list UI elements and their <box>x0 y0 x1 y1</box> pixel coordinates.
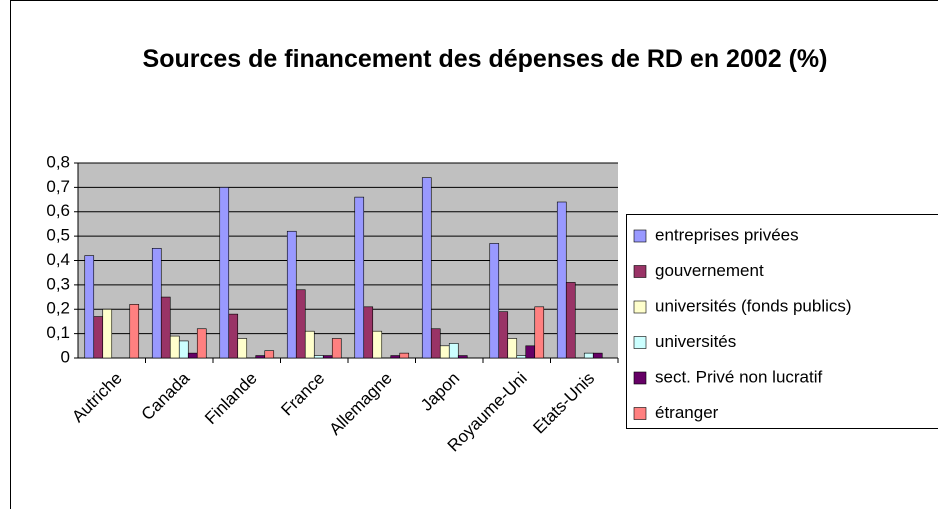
bar <box>151 248 162 359</box>
bar <box>84 255 95 359</box>
bar <box>390 355 401 359</box>
bar <box>237 338 248 359</box>
bar <box>534 306 545 359</box>
bar <box>219 187 230 359</box>
bar <box>228 313 239 359</box>
y-tick-label: 0 <box>61 347 70 366</box>
bar <box>399 352 410 359</box>
bar <box>102 308 113 359</box>
bar <box>255 355 266 359</box>
y-tick-label: 0,1 <box>46 323 70 342</box>
bar <box>430 328 441 359</box>
legend-swatch <box>633 407 647 420</box>
bar <box>322 355 333 359</box>
bar <box>363 306 374 359</box>
bar <box>196 328 207 359</box>
bar <box>313 355 324 359</box>
legend-label: universités <box>655 332 736 351</box>
bar <box>169 335 180 359</box>
y-tick-label: 0,3 <box>46 274 70 293</box>
bar <box>421 177 432 359</box>
bar <box>565 282 576 359</box>
bar <box>583 352 594 359</box>
bar <box>439 345 450 359</box>
bar <box>93 316 104 359</box>
y-tick-label: 0,8 <box>46 152 70 171</box>
bar <box>286 230 297 359</box>
legend-label: étranger <box>655 403 719 422</box>
legend-swatch <box>633 300 647 314</box>
legend-label: sect. Privé non lucratif <box>655 367 823 386</box>
bar <box>304 330 315 359</box>
legend-label: gouvernement <box>655 261 764 280</box>
bar <box>160 296 171 359</box>
bar <box>498 311 509 359</box>
y-tick-label: 0,2 <box>46 299 70 318</box>
bar <box>516 355 527 359</box>
bar <box>592 352 603 359</box>
bar <box>448 343 459 359</box>
legend-swatch <box>633 265 647 278</box>
bar <box>264 350 275 359</box>
bar <box>187 352 198 359</box>
bar <box>457 355 468 359</box>
chart-title: Sources de financement des dépenses de R… <box>142 45 828 73</box>
y-tick-label: 0,4 <box>46 250 70 269</box>
bar <box>129 304 140 359</box>
bar <box>525 345 536 359</box>
bar <box>372 330 383 359</box>
legend-label: universités (fonds publics) <box>655 296 852 315</box>
y-tick-label: 0,7 <box>46 177 70 196</box>
bar <box>331 338 342 359</box>
bar <box>178 340 189 359</box>
legend <box>626 214 938 429</box>
legend-label: entreprises privées <box>655 225 799 244</box>
y-tick-label: 0,6 <box>46 201 70 220</box>
bar <box>489 243 500 359</box>
legend-swatch <box>633 371 647 385</box>
bar <box>507 338 518 359</box>
legend-swatch <box>633 229 647 243</box>
bar <box>556 201 567 359</box>
y-tick-label: 0,5 <box>46 226 70 245</box>
legend-swatch <box>633 336 647 349</box>
bar <box>354 196 365 359</box>
bar <box>295 289 306 359</box>
